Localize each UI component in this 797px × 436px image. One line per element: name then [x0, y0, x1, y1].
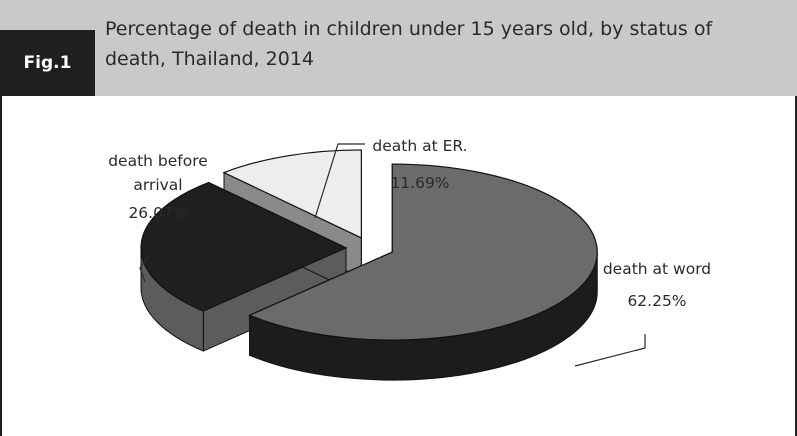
pie-slice-0: [248, 163, 598, 341]
label-leader-line-1: [139, 253, 151, 283]
figure-title-line-1: Percentage of death in children under 15…: [105, 18, 713, 40]
figure-badge: Fig.1: [0, 30, 95, 96]
slice-value-label-0: 62.25%: [627, 292, 686, 310]
figure-header: [0, 0, 797, 96]
pie-slice-2: [222, 149, 362, 239]
label-leader-line-0: [574, 334, 646, 367]
pie-slice-1: [140, 181, 348, 312]
figure-title: Percentage of death in children under 15…: [105, 14, 775, 74]
slice-category-label-0-0: death at word: [603, 260, 711, 278]
slice-value-label-1: 26.07%: [128, 204, 187, 222]
frame-right-border: [795, 96, 797, 436]
slice-value-label-2: 11.69%: [390, 174, 449, 192]
slice-category-label-1-0: death before: [108, 152, 208, 170]
frame-left-border: [0, 96, 2, 436]
label-leader-line-2: [314, 143, 365, 219]
figure-title-line-2: death, Thailand, 2014: [105, 48, 314, 70]
slice-category-label-1-1: arrival: [133, 176, 182, 194]
pie-chart: death at word 62.25% death before arrival 26…: [108, 137, 711, 381]
slice-category-label-2-0: death at ER.: [372, 137, 467, 155]
